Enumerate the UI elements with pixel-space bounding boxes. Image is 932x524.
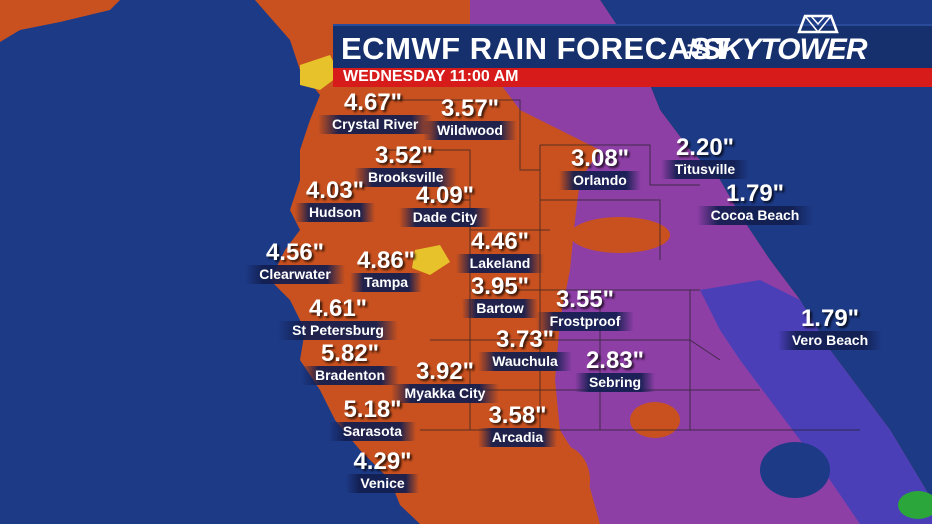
city-name: Arcadia [477, 428, 558, 447]
city-name: Wildwood [423, 121, 517, 140]
city-name: Crystal River [318, 115, 433, 134]
heavy-rain-patch [570, 217, 670, 253]
forecast-title: ECMWF RAIN FORECAST [341, 31, 732, 66]
city-name: Clearwater [245, 265, 345, 284]
location-label: 4.46" Lakeland [450, 229, 550, 273]
rainfall-amount: 4.46" [470, 228, 530, 255]
location-label: 3.95" Bartow [450, 274, 550, 318]
city-name: Bradenton [301, 366, 399, 385]
city-name: Dade City [398, 208, 492, 227]
location-label: 4.86" Tampa [336, 248, 436, 292]
location-label: 3.55" Frostproof [530, 287, 640, 331]
rainfall-amount: 3.95" [470, 273, 530, 300]
rainfall-amount: 4.86" [356, 247, 416, 274]
location-label: 4.67" Crystal River [318, 89, 433, 134]
title-banner: ECMWF RAIN FORECAST #SKYTOWER [333, 14, 932, 70]
location-label: 4.09" Dade City [395, 183, 495, 227]
rainfall-amount: 4.61" [308, 295, 368, 322]
rainfall-amount: 3.73" [495, 326, 555, 353]
rainfall-amount: 4.29" [353, 448, 412, 475]
forecast-time: WEDNESDAY 11:00 AM [343, 68, 519, 85]
location-label: 3.73" Wauchula [470, 327, 580, 371]
city-name: Wauchula [478, 352, 572, 371]
green-patch [898, 491, 932, 519]
rainfall-amount: 4.09" [415, 182, 475, 209]
rainfall-amount: 5.82" [320, 340, 380, 367]
city-name: Titusville [660, 160, 750, 179]
light-rain-zone [700, 280, 932, 524]
location-label: 3.08" Orlando [550, 146, 650, 190]
rainfall-amount: 3.55" [555, 286, 615, 313]
city-name: Vero Beach [777, 331, 883, 350]
rainfall-amount: 4.67" [343, 89, 403, 116]
panhandle-land [0, 0, 120, 42]
location-label: 1.79" Vero Beach [770, 306, 890, 350]
rainfall-amount: 3.58" [488, 402, 547, 429]
rainfall-amount: 5.18" [343, 396, 402, 423]
rainfall-amount: 3.52" [374, 142, 434, 169]
location-label: 4.56" Clearwater [240, 240, 350, 284]
city-name: Sebring [574, 373, 656, 392]
rainfall-amount: 2.20" [675, 134, 735, 161]
location-label: 5.82" Bradenton [295, 341, 405, 385]
city-name: Cocoa Beach [696, 206, 814, 225]
rainfall-amount: 3.92" [415, 358, 475, 385]
location-label: 5.18" Sarasota [320, 397, 425, 441]
lake-okeechobee [760, 442, 830, 498]
peak-rain-patch [300, 55, 340, 90]
city-name: Bartow [462, 299, 538, 318]
heavy-rain-patch [630, 402, 680, 438]
peak-rain-patch [412, 245, 450, 275]
location-label: 3.57" Wildwood [420, 96, 520, 140]
time-bar: WEDNESDAY 11:00 AM [333, 68, 932, 87]
city-name: Frostproof [535, 312, 635, 331]
location-label: 4.03" Hudson [285, 178, 385, 222]
city-name: Orlando [559, 171, 641, 190]
rainfall-amount: 1.79" [725, 180, 785, 207]
rainfall-amount: 3.08" [570, 145, 630, 172]
location-label: 2.20" Titusville [655, 135, 755, 179]
rainfall-amount: 2.83" [585, 347, 645, 374]
location-label: 2.83" Sebring [560, 348, 670, 392]
city-name: Tampa [349, 273, 423, 292]
location-label: 3.52" Brooksville [354, 142, 458, 187]
heavy-rain-patch [530, 445, 590, 515]
skytower-logo-icon [797, 14, 839, 34]
city-name: Lakeland [455, 254, 545, 273]
location-label: 3.58" Arcadia [465, 403, 570, 447]
city-name: Venice [346, 474, 419, 493]
location-label: 3.92" Myakka City [385, 359, 505, 403]
city-name: Hudson [294, 203, 376, 222]
rainfall-amount: 4.56" [265, 239, 325, 266]
brand-logo: #SKYTOWER [686, 33, 867, 66]
rainfall-amount: 1.79" [800, 305, 860, 332]
rainfall-amount: 4.03" [305, 177, 365, 204]
location-label: 4.61" St Petersburg [278, 296, 398, 340]
city-name: Brooksville [354, 168, 458, 187]
location-label: 1.79" Cocoa Beach [695, 181, 815, 225]
city-name: Sarasota [328, 422, 417, 441]
city-name: St Petersburg [278, 321, 398, 340]
rainfall-amount: 3.57" [440, 95, 500, 122]
location-label: 4.29" Venice [330, 449, 435, 493]
city-name: Myakka City [390, 384, 500, 403]
